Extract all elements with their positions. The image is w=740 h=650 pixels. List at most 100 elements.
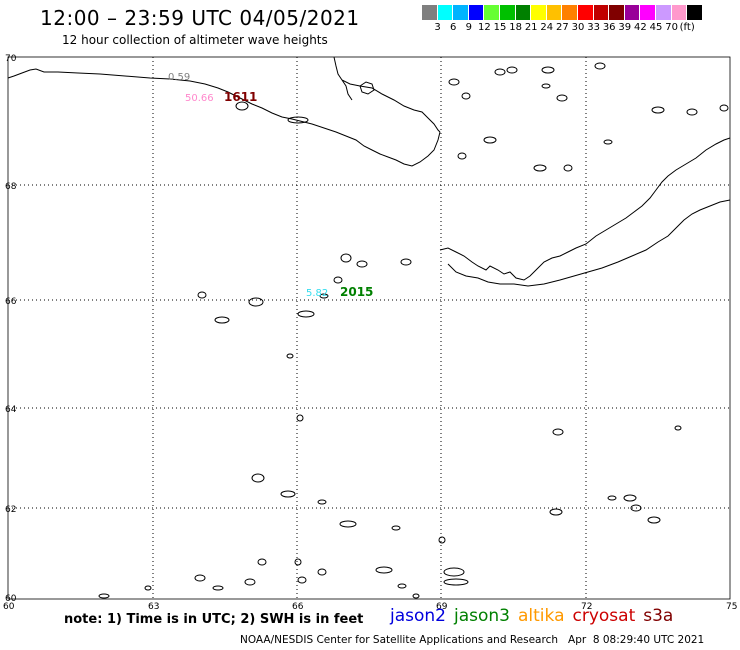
island — [552, 428, 564, 436]
color-swatch — [562, 5, 578, 20]
color-swatch — [531, 5, 547, 20]
coastlines — [7, 56, 731, 599]
map-title: 12:00 – 23:59 UTC 04/05/2021 — [40, 6, 360, 30]
island — [391, 525, 401, 531]
lon-label-60: 60 — [3, 602, 15, 612]
lon-label-72: 72 — [581, 602, 592, 612]
island — [457, 152, 467, 160]
observation-value: 50.66 — [185, 93, 214, 104]
color-swatch — [499, 5, 516, 20]
island — [294, 558, 302, 566]
island — [340, 253, 352, 263]
island — [287, 116, 309, 124]
island — [144, 585, 152, 591]
island — [397, 583, 407, 589]
color-scale-label: 3 — [434, 22, 441, 33]
observation-labels: 0.59 50.66 1611 5.82 2015 — [168, 72, 373, 299]
observation-value: 5.82 — [306, 288, 328, 299]
color-swatch — [609, 5, 625, 20]
color-swatch — [437, 5, 454, 20]
observation-value: 2015 — [340, 285, 373, 299]
island — [339, 520, 357, 528]
island — [244, 578, 256, 586]
island — [494, 68, 506, 76]
island — [483, 136, 497, 144]
map-subtitle: 12 hour collection of altimeter wave hei… — [62, 33, 328, 47]
lat-label-70: 70 — [5, 54, 17, 64]
color-scale-label: (ft) — [679, 22, 695, 33]
island — [541, 83, 551, 89]
island — [257, 558, 267, 566]
island — [506, 66, 518, 74]
island — [549, 508, 563, 516]
island — [98, 593, 110, 599]
color-scale-label: 6 — [450, 22, 457, 33]
island — [541, 66, 555, 74]
island — [235, 101, 249, 111]
color-scale-label: 12 — [478, 22, 491, 33]
color-scale-label: 24 — [540, 22, 554, 33]
island — [448, 78, 460, 86]
color-scale-label: 18 — [509, 22, 522, 33]
color-scale-labels: 3 6 9 12 15 18 21 24 27 30 33 36 39 42 45 70 (ft) — [422, 22, 740, 34]
observation-value: 1611 — [224, 90, 257, 104]
color-swatch — [624, 5, 641, 20]
lat-label-66: 66 — [5, 297, 17, 307]
graticule — [8, 57, 730, 599]
satellite-name: jason2 — [390, 606, 446, 626]
color-scale-label: 9 — [465, 22, 472, 33]
color-swatch — [640, 5, 656, 20]
island — [248, 297, 264, 307]
coastline-bay — [359, 81, 375, 95]
island — [630, 504, 642, 512]
island — [212, 585, 224, 591]
island — [333, 276, 343, 284]
color-swatch — [484, 5, 500, 20]
island — [438, 536, 446, 544]
island — [533, 164, 547, 172]
color-scale-label: 30 — [571, 22, 585, 33]
island — [375, 566, 393, 574]
footer-note: note: 1) Time is in UTC; 2) SWH is in fe… — [64, 612, 364, 627]
color-swatch — [515, 5, 532, 20]
map-frame — [7, 56, 731, 600]
color-scale-label: 42 — [634, 22, 647, 33]
island — [280, 490, 296, 498]
lon-label-63: 63 — [148, 602, 159, 612]
island — [651, 106, 665, 114]
color-scale-label: 27 — [556, 22, 569, 33]
island — [286, 353, 294, 359]
island — [317, 568, 327, 576]
color-swatch — [453, 5, 469, 20]
island — [719, 104, 729, 112]
island — [317, 499, 327, 505]
color-swatch — [577, 5, 594, 20]
island — [356, 260, 368, 268]
island — [197, 291, 207, 299]
color-swatch — [687, 5, 703, 20]
coastline-gulf-south — [447, 199, 731, 287]
color-scale-label: 45 — [649, 22, 663, 33]
island — [297, 310, 315, 318]
wave-height-color-scale — [422, 5, 703, 20]
island — [603, 139, 613, 145]
island — [607, 495, 617, 501]
color-scale-label: 36 — [602, 22, 616, 33]
color-swatch — [422, 5, 438, 20]
color-scale-label: 39 — [618, 22, 632, 33]
satellite-name: s3a — [643, 606, 674, 626]
color-scale-label: 15 — [493, 22, 507, 33]
color-scale-label: 70 — [665, 22, 678, 33]
color-scale-label: 33 — [587, 22, 600, 33]
island — [443, 578, 469, 586]
lat-label-68: 68 — [5, 182, 17, 192]
island — [623, 494, 637, 502]
island — [319, 293, 329, 299]
island — [461, 92, 471, 100]
credit-line: NOAA/NESDIS Center for Satellite Applica… — [240, 634, 705, 646]
color-swatch — [546, 5, 563, 20]
island — [412, 593, 420, 599]
coastline-peninsula — [333, 56, 441, 133]
coastline-north — [7, 68, 441, 167]
